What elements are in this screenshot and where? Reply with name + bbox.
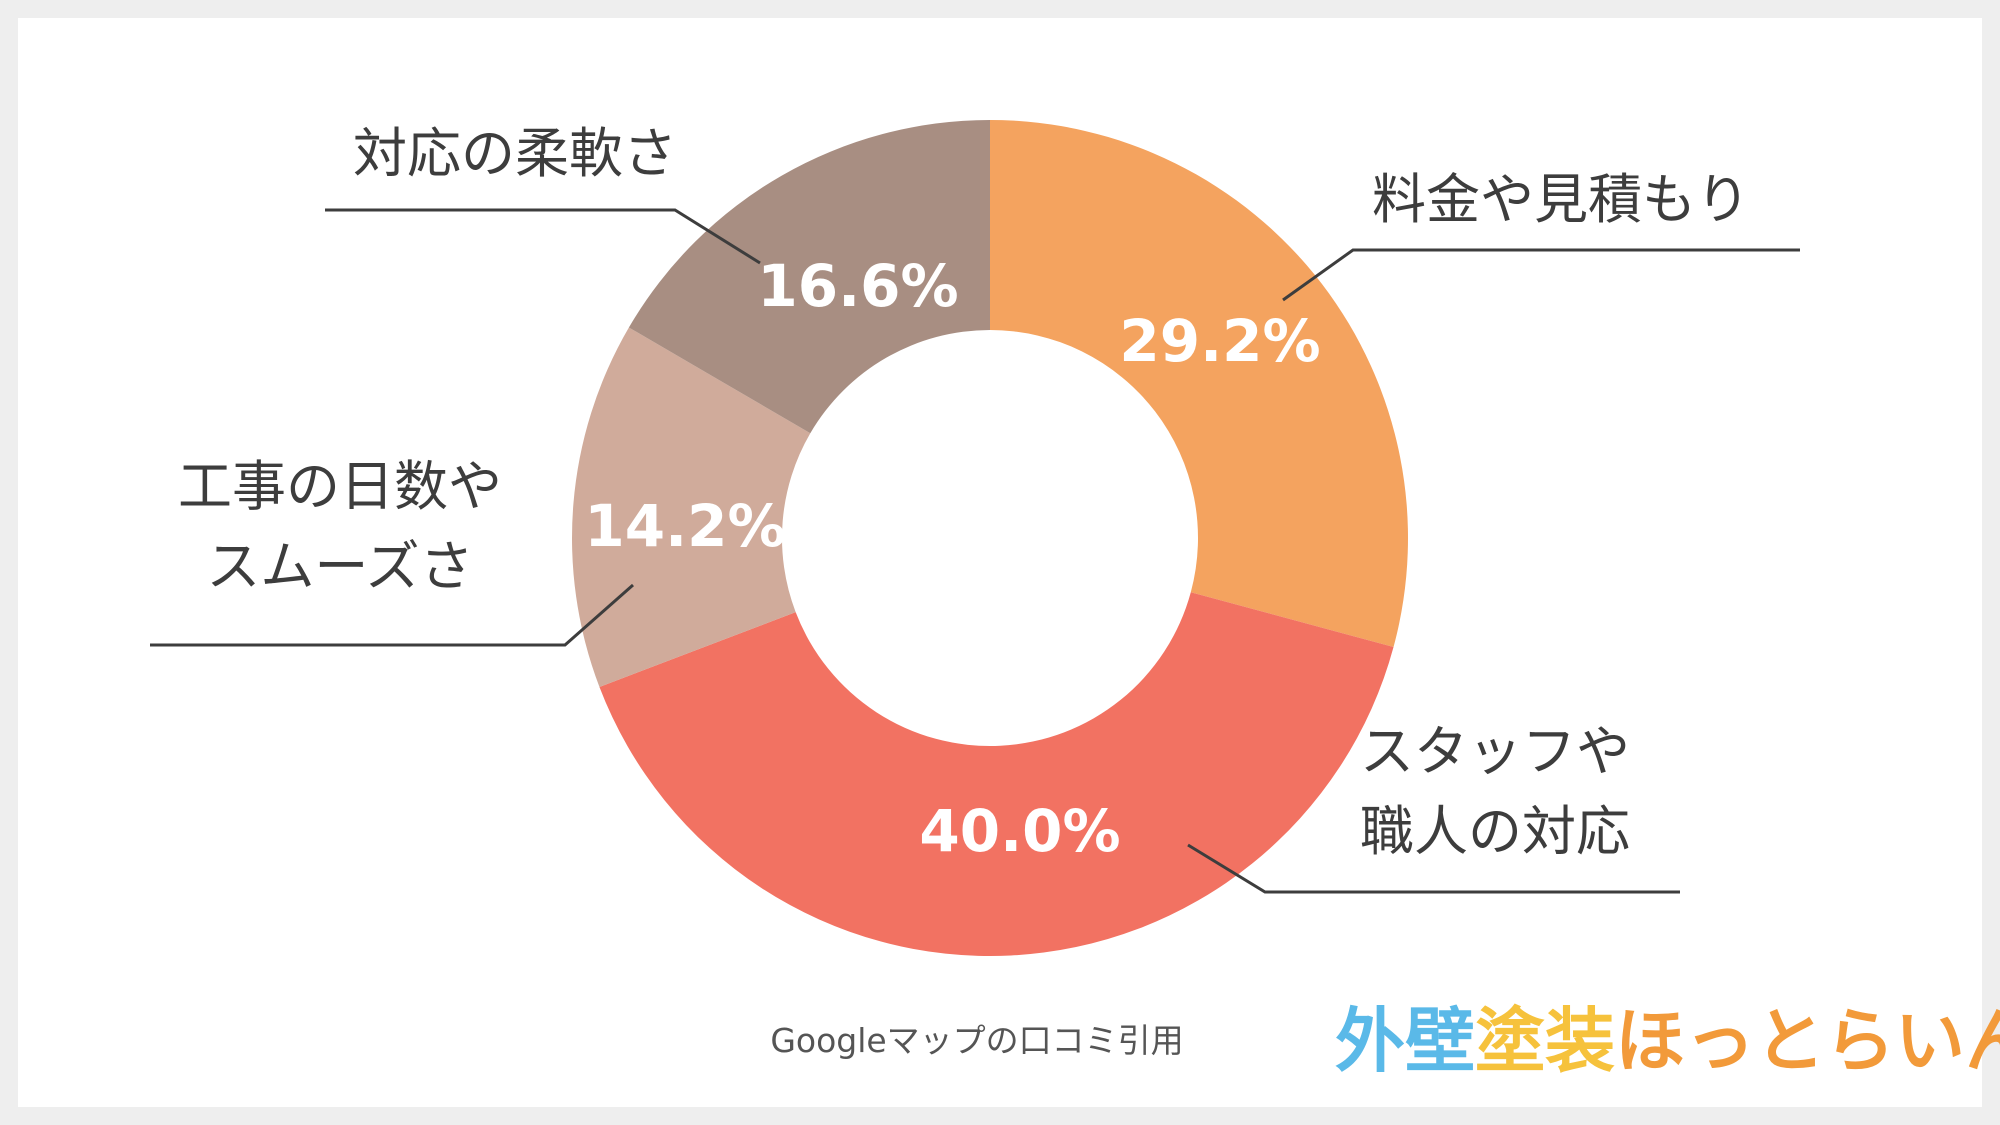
category-label-2-line-2: 職人の対応 [1360,800,1630,863]
donut-slice-1 [990,120,1408,648]
logo-text-part2: 塗装 [1475,1000,1615,1082]
leader-line-2 [1187,843,1680,894]
leader-lines [150,208,1800,894]
donut-slice-2 [599,592,1394,956]
value-label-1: 29.2% [1119,307,1320,375]
category-label-4: 対応の柔軟さ [353,122,677,185]
category-label-1: 料金や見積もり [1372,168,1750,231]
logo-text-part1: 外壁 [1335,1000,1475,1082]
svg-text:外壁塗装ほっとらいん: 外壁塗装ほっとらいん [1335,1000,2000,1082]
company-logo: 外壁塗装ほっとらいん [1335,1000,2000,1082]
leader-line-4 [325,208,761,265]
leader-line-3 [150,583,634,647]
donut-slice-3 [572,327,811,687]
logo-text-part3: ほっとらいん [1615,1000,2000,1082]
donut-slices [572,120,1408,956]
category-label-2-line-1: スタッフや [1360,720,1630,783]
value-label-3: 14.2% [584,492,785,560]
value-labels: 29.2% 40.0% 14.2% 16.6% [584,252,1320,865]
value-label-2: 40.0% [919,797,1120,865]
category-label-3-line-1: 工事の日数や [178,455,502,518]
leader-line-1 [1282,248,1800,302]
source-note: Googleマップの口コミ引用 [770,1021,1183,1060]
value-label-4: 16.6% [757,252,958,320]
category-label-3-line-2: スムーズさ [206,535,473,598]
donut-slice-4 [628,120,990,434]
